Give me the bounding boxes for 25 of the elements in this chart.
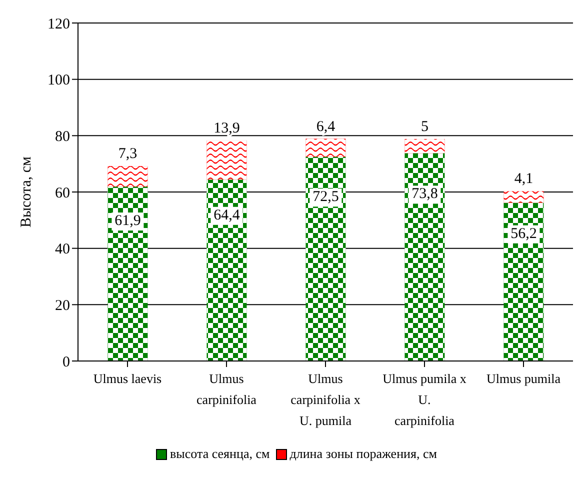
legend-label: высота сеянца, см	[169, 446, 270, 462]
y-tick-label: 20	[55, 298, 70, 314]
data-label: 73,8	[412, 186, 438, 202]
x-tick-label: Ulmus laevis	[93, 371, 162, 386]
legend-label: длина зоны поражения, см	[288, 446, 437, 462]
y-tick-label: 100	[48, 72, 70, 89]
y-tick-label: 60	[55, 185, 70, 202]
data-label: 7,3	[118, 146, 138, 162]
y-tick-label: 120	[48, 16, 70, 32]
y-tick-label: 0	[62, 354, 70, 370]
data-label: 64,4	[214, 207, 240, 224]
x-tick-label: Ulmus pumila	[486, 371, 561, 386]
data-label: 61,9	[114, 212, 141, 229]
data-label: 72,5	[312, 189, 339, 206]
y-tick-label: 40	[55, 242, 70, 258]
data-label: 4,1	[514, 171, 534, 188]
data-label: 6,4	[316, 118, 336, 135]
y-tick-label: 80	[55, 128, 70, 145]
x-tick-label: Ulmus pumila x U. carpinifolia	[382, 371, 467, 428]
data-label: 5	[420, 119, 428, 136]
x-tick-label: Ulmus carpinifolia	[196, 371, 257, 407]
x-tick-label: Ulmus carpinifolia x U. pumila	[290, 371, 361, 428]
y-axis-title: Высота, см	[18, 156, 34, 228]
data-label: 56,2	[510, 226, 537, 242]
data-label: 13,9	[214, 120, 240, 136]
